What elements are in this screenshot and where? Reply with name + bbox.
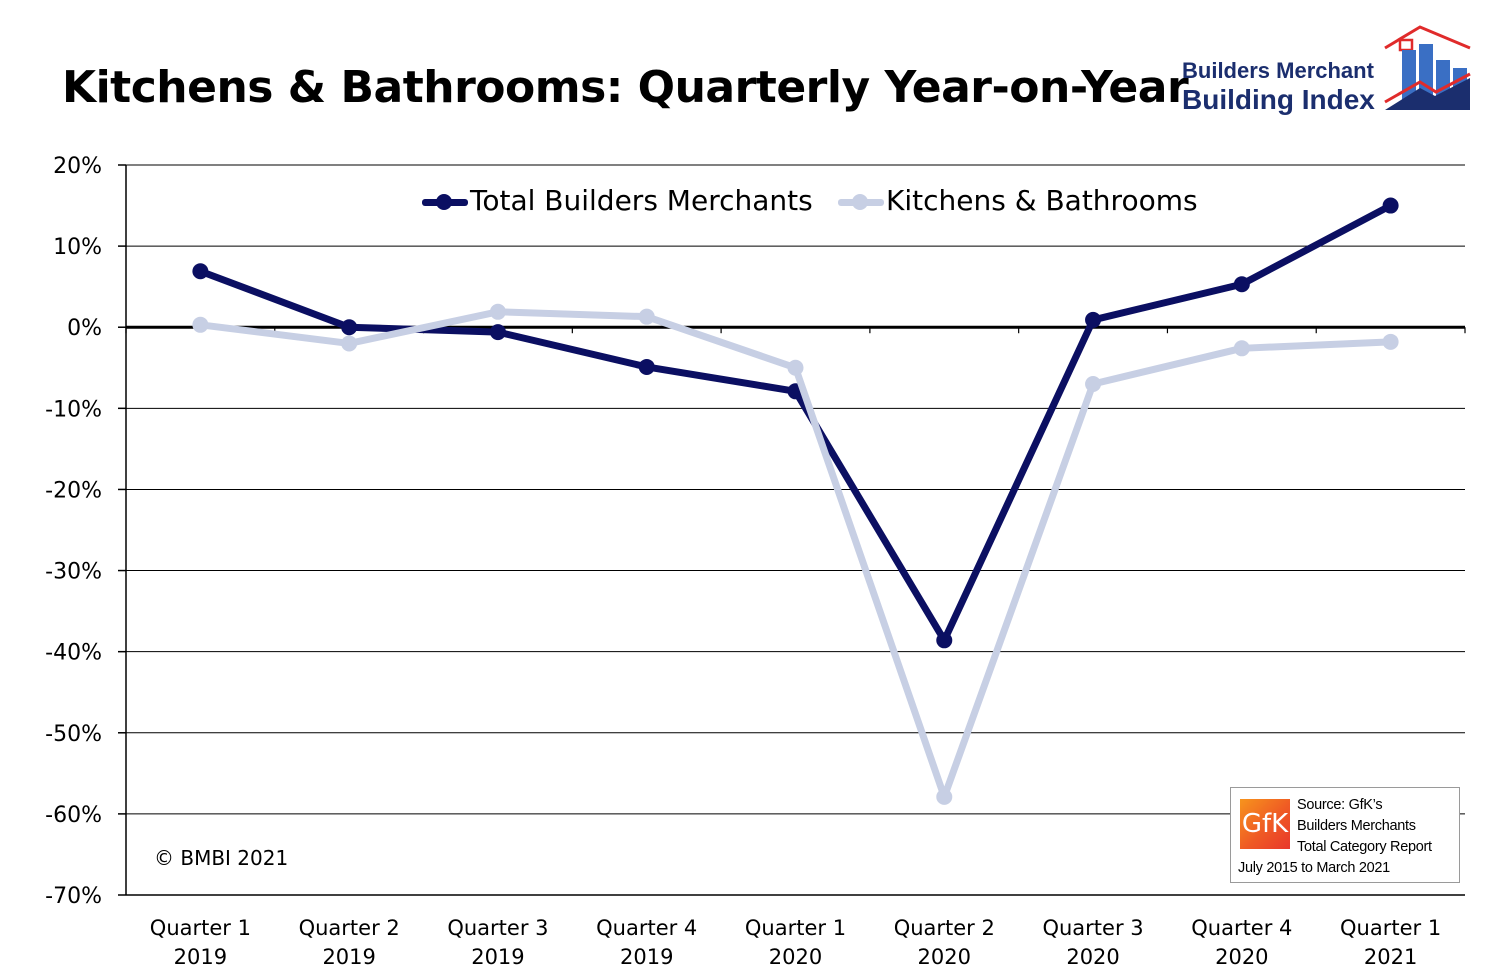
y-tick-label: -40% [45,641,102,666]
legend-swatch-kb [838,194,884,210]
y-tick-label: -30% [45,560,102,585]
x-tick-label-year: 2019 [620,945,673,969]
x-tick-label-year: 2020 [1066,945,1119,969]
y-tick-label: 0% [67,316,102,341]
data-point [192,263,209,280]
x-tick-label: Quarter 1 [150,916,251,940]
data-point [1382,333,1399,350]
x-tick-label-year: 2021 [1364,945,1417,969]
x-tick-label-year: 2019 [174,945,227,969]
data-point [638,358,655,375]
source-box: GfK Source: GfK’s Builders Merchants Tot… [1230,787,1460,883]
data-point [1085,311,1102,328]
data-point [638,308,655,325]
x-tick-label-year: 2020 [1215,945,1268,969]
data-point [936,788,953,805]
data-point [1233,276,1250,293]
y-tick-label: 10% [53,235,102,260]
data-point [1085,376,1102,392]
legend-label-kb: Kitchens & Bathrooms [886,184,1198,217]
brand-name-line1: Builders Merchant [1182,58,1374,83]
legend-item-total-builders-merchants: Total Builders Merchants [422,184,813,217]
data-point [936,632,953,649]
data-point [341,319,358,336]
legend-item-kitchens-bathrooms: Kitchens & Bathrooms [838,184,1198,217]
x-tick-label: Quarter 4 [1191,916,1292,940]
source-line-4: July 2015 to March 2021 [1238,860,1390,876]
y-tick-label: -70% [45,884,102,909]
data-point [192,316,209,333]
x-tick-label: Quarter 2 [894,916,995,940]
data-point [787,359,804,376]
x-tick-label-year: 2019 [322,945,375,969]
x-tick-label-year: 2020 [918,945,971,969]
y-tick-label: -60% [45,803,102,828]
y-tick-label: -20% [45,478,102,503]
axis-labels: 20% 10% 0% -10% -20% -30% -40% -50% -60% -70% Quar… [45,154,1441,969]
data-point [1382,197,1399,214]
copyright-note: © BMBI 2021 [154,846,289,870]
data-point [341,335,358,352]
x-tick-label: Quarter 3 [447,916,548,940]
chart-title: Kitchens & Bathrooms: Quarterly Year-on-… [62,62,1189,113]
y-tick-label: -50% [45,722,102,747]
data-point [489,324,506,341]
series-line-0 [196,202,1395,644]
gfk-logo: GfK [1240,799,1290,849]
x-tick-label-year: 2019 [471,945,524,969]
data-point [1233,340,1250,357]
brand-name-line2: Building Index [1182,84,1375,115]
bmbi-logo: Builders Merchant Building Index [1180,22,1475,122]
house-chart-icon [1384,25,1471,110]
data-point [489,303,506,320]
x-tick-label: Quarter 3 [1042,916,1143,940]
y-tick-label: -10% [45,397,102,422]
legend-swatch-tbm [422,194,468,210]
x-tick-label: Quarter 4 [596,916,697,940]
legend-label-tbm: Total Builders Merchants [470,184,813,217]
x-tick-label: Quarter 1 [1340,916,1441,940]
x-tick-label: Quarter 2 [299,916,400,940]
source-line-3: Total Category Report [1297,839,1432,855]
series [192,197,1399,805]
y-tick-label: 20% [53,154,102,179]
source-line-2: Builders Merchants [1297,818,1416,834]
source-line-1: Source: GfK’s [1297,797,1383,813]
x-tick-label: Quarter 1 [745,916,846,940]
x-tick-label-year: 2020 [769,945,822,969]
